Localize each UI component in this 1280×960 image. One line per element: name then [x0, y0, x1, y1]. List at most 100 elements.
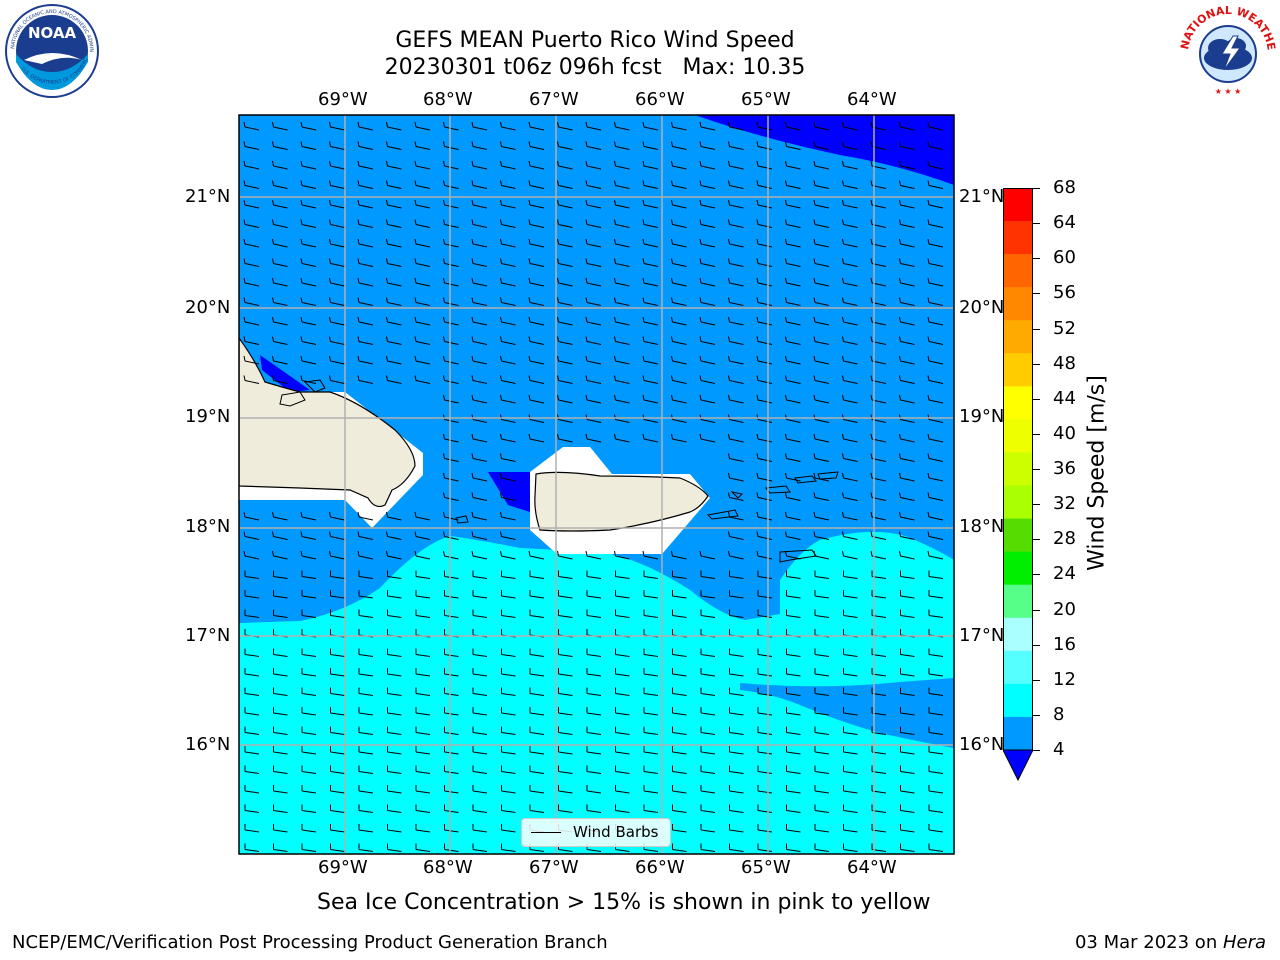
wind-barb [273, 609, 288, 618]
wind-barb [444, 707, 459, 716]
wind-barb [642, 375, 659, 384]
noaa-logo: NOAA NATIONAL OCEANIC AND ATMOSPHERIC AD… [2, 2, 99, 98]
wind-barb [358, 570, 374, 579]
wind-barb [671, 355, 687, 365]
wind-barb [927, 160, 944, 170]
wind-barb [757, 570, 773, 579]
wind-barb [927, 433, 944, 443]
wind-barb [900, 726, 915, 735]
wind-barb [471, 453, 488, 462]
wind-barb [443, 453, 459, 462]
wind-barb [900, 707, 915, 716]
wind-barb [386, 511, 402, 521]
wind-barb [843, 609, 858, 618]
wind-barb [700, 687, 716, 696]
wind-barb [471, 180, 488, 189]
wind-barb [900, 746, 915, 755]
svg-text:NOAA: NOAA [28, 24, 77, 42]
lon-label-bottom: 66°W [635, 857, 685, 878]
wind-barb [756, 297, 773, 306]
colorbar-overlay [1003, 188, 1033, 782]
wind-barb [843, 668, 858, 677]
wind-barb [671, 180, 687, 189]
colorbar-segment [1003, 221, 1033, 255]
wind-barb [472, 570, 488, 579]
wind-barb [243, 160, 260, 170]
wind-barb [757, 765, 773, 774]
wind-barb [443, 160, 459, 170]
wind-barb [301, 687, 317, 696]
wind-barb [243, 531, 260, 540]
wind-barb [387, 804, 402, 813]
wind-barb [528, 355, 545, 365]
lon-label-bottom: 64°W [847, 857, 897, 878]
island-virgin-islands [730, 471, 839, 499]
island-st-croix [779, 549, 817, 563]
wind-barb [243, 511, 260, 521]
wind-barb [443, 511, 459, 521]
wind-barb [642, 277, 659, 287]
wind-barb [586, 590, 602, 599]
contour-8-12 [239, 531, 954, 854]
wind-barb [785, 355, 801, 365]
lat-label-left: 16°N [185, 734, 231, 755]
wind-barb [813, 180, 830, 189]
wind-barb [785, 199, 801, 209]
wind-barb [357, 297, 374, 306]
colorbar-frame [1003, 188, 1033, 751]
wind-barb [529, 609, 545, 618]
wind-barb [785, 433, 801, 443]
wind-barb [357, 141, 374, 150]
wind-barb [615, 648, 630, 657]
wind-barb [928, 570, 944, 579]
wind-barb [500, 492, 516, 501]
wind-barb [443, 219, 459, 228]
wind-barb [272, 199, 288, 209]
colorbar-tick-label: 20 [1053, 598, 1076, 620]
wind-barb [842, 394, 858, 404]
wind-barb [900, 843, 915, 852]
wind-barb [558, 609, 573, 618]
wind-barb [643, 648, 659, 657]
wind-barb [672, 804, 687, 813]
wind-barb [415, 765, 431, 774]
wind-barb [558, 804, 573, 813]
wind-barb [471, 219, 488, 228]
wind-barb [300, 375, 317, 384]
wind-barb [757, 590, 773, 599]
wind-barb [756, 141, 773, 150]
wind-barb [728, 297, 744, 306]
wind-barb [329, 316, 345, 326]
wind-barb [244, 570, 260, 579]
wind-barb [529, 746, 545, 755]
wind-barb [244, 590, 260, 599]
wind-barb [528, 316, 545, 326]
wind-barb [843, 570, 858, 579]
wind-barb [927, 355, 944, 365]
wind-barb [928, 785, 944, 794]
colorbar-segment [1003, 320, 1033, 354]
wind-barb [300, 121, 317, 131]
colorbar-tick-label: 52 [1053, 317, 1076, 339]
wind-barb [672, 668, 687, 677]
wind-barb [357, 355, 374, 365]
lon-label-top: 68°W [423, 89, 473, 110]
wind-barb [756, 336, 773, 345]
wind-barb [729, 785, 744, 794]
wind-barb [244, 804, 260, 813]
wind-barb [273, 804, 288, 813]
wind-barb [414, 355, 431, 365]
wind-barb [700, 746, 716, 755]
wind-barb [786, 765, 801, 774]
wind-barb [501, 609, 516, 618]
wind-barb [899, 492, 915, 501]
wind-barb [330, 668, 345, 677]
wind-barb [415, 590, 431, 599]
wind-barb [273, 785, 288, 794]
wind-barb [500, 199, 516, 209]
wind-barb [756, 472, 773, 482]
wind-barb [927, 336, 944, 345]
wind-barb [557, 316, 573, 326]
wind-barb [615, 746, 630, 755]
wind-barb [586, 707, 602, 716]
